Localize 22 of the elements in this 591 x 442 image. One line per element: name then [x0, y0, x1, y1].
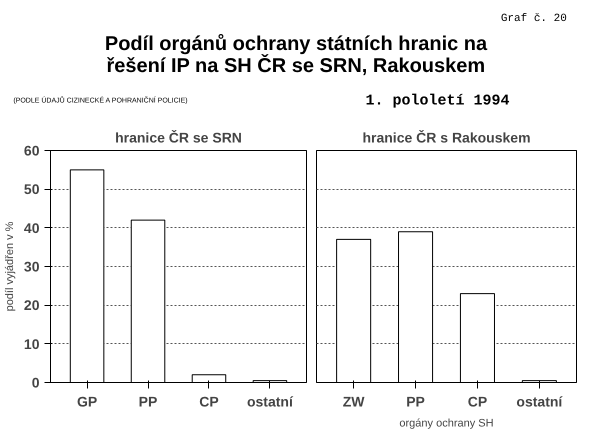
y-tick-label: 60	[24, 142, 40, 158]
x-tick-label: ostatní	[246, 394, 294, 410]
x-axis-title: orgány ochrany SH	[399, 418, 494, 430]
x-tick-label: ZW	[342, 394, 366, 410]
chart-title: hranice ČR se SRN	[115, 130, 242, 146]
chart-title: hranice ČR s Rakouskem	[362, 130, 531, 146]
x-tick-label: ostatní	[516, 394, 564, 410]
text: Graf č. 20	[500, 12, 567, 25]
y-tick-label: 50	[24, 181, 40, 198]
y-axis-title: podíl vyjádřen v %	[4, 221, 16, 312]
x-tick-label: CP	[468, 394, 488, 410]
y-tick-label: 10	[24, 336, 40, 352]
x-tick-label: PP	[406, 394, 425, 410]
x-tick-label: GP	[76, 394, 98, 410]
y-tick-label: 40	[24, 220, 40, 236]
text: Podíl orgánů ochrany státních hranic na řešení IP na SH ČR se SRN, Rakouskem	[104, 33, 488, 78]
x-tick-label: CP	[199, 394, 219, 410]
text: 1. pololetí 1994	[365, 92, 510, 110]
y-tick-label: 0	[32, 374, 40, 390]
y-tick-label: 30	[24, 258, 40, 274]
y-tick-label: 20	[24, 297, 40, 314]
x-tick-label: PP	[138, 394, 158, 410]
